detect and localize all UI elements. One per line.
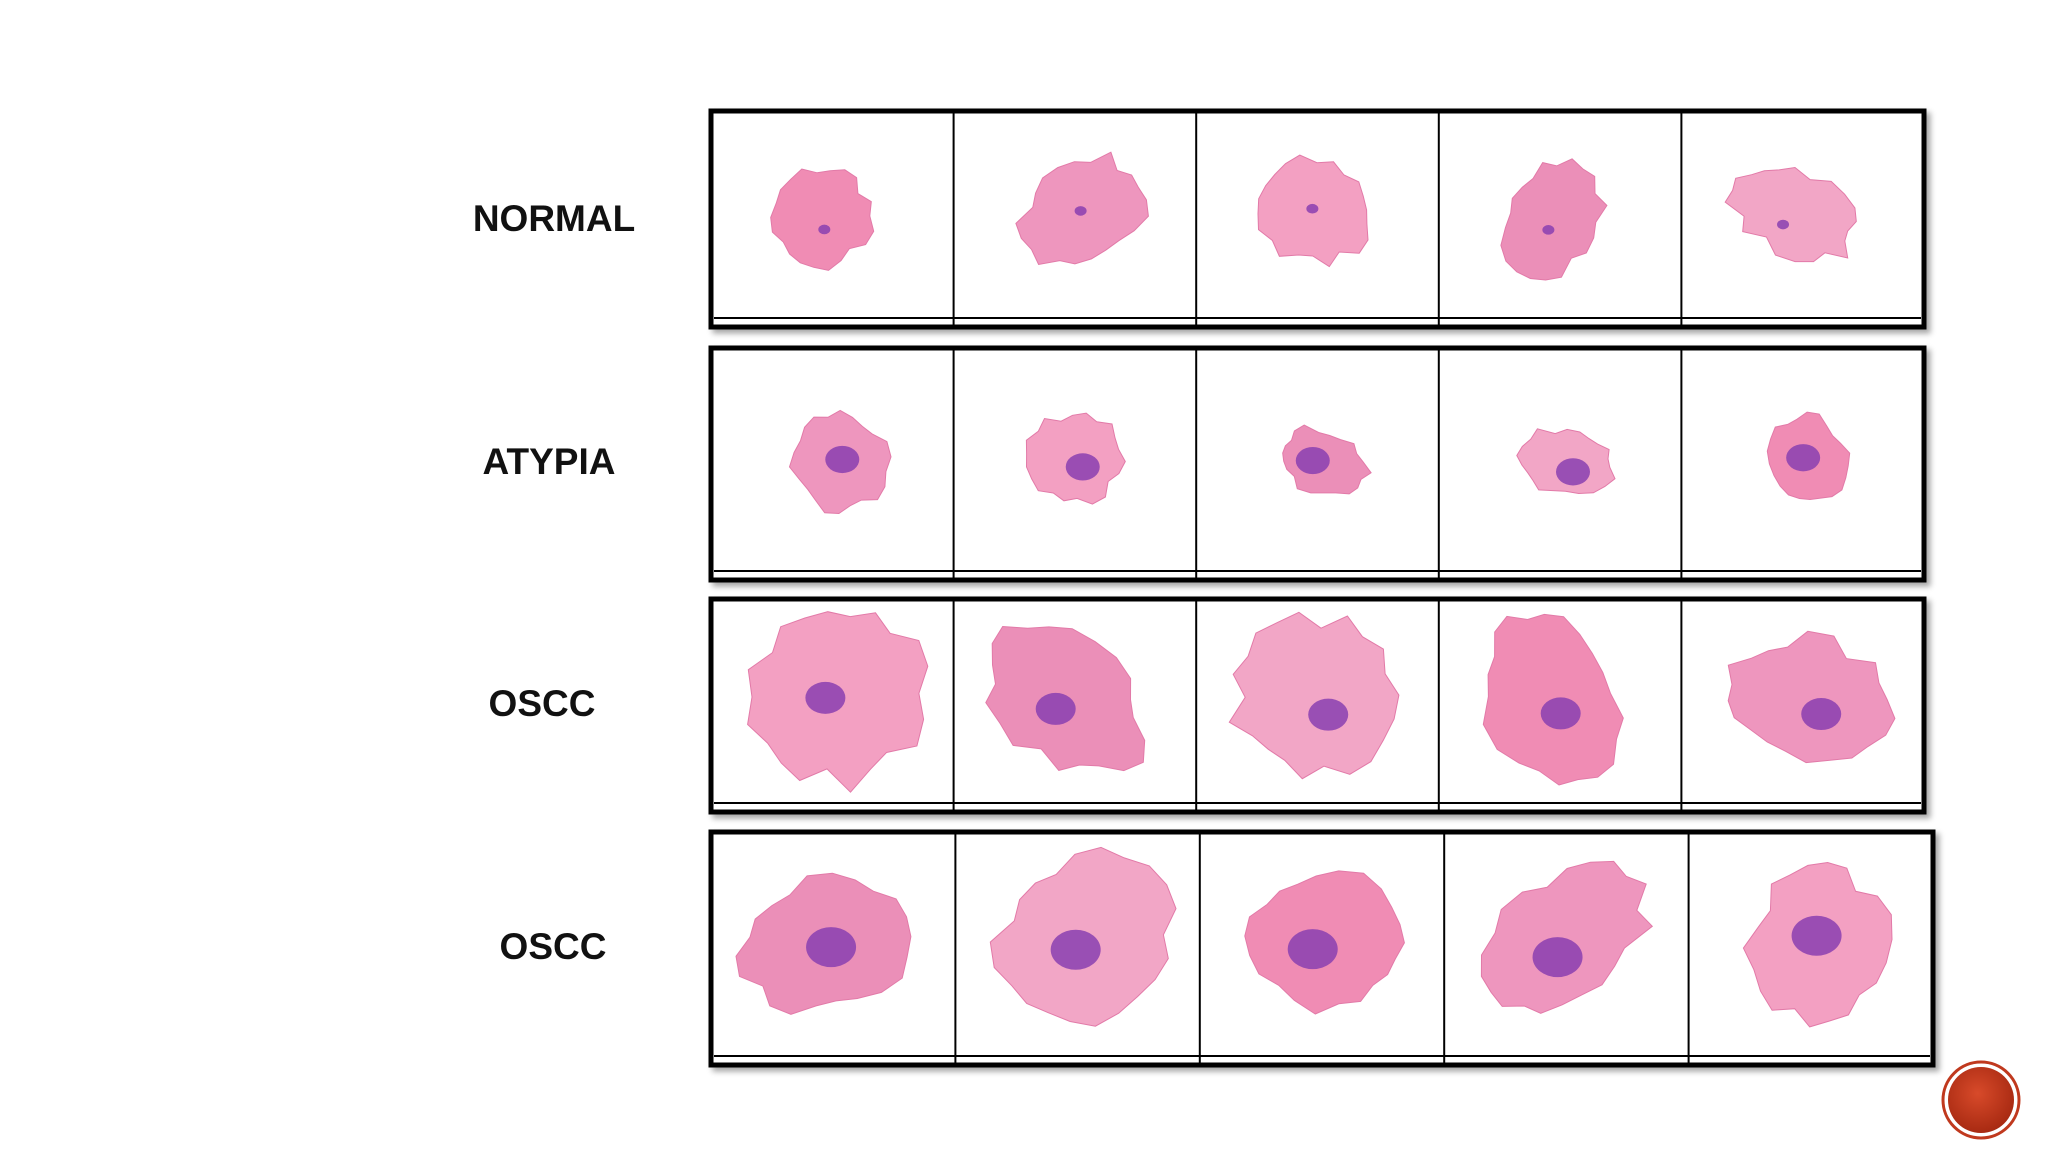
cell-nucleus: [825, 445, 860, 474]
cell-nucleus: [1542, 225, 1555, 235]
cell-grid: NORMAL ATYPIA OSCC OSCC: [473, 108, 1936, 1068]
cell-nucleus: [1306, 203, 1319, 214]
cell-cytoplasm: [1500, 158, 1608, 281]
nav-button[interactable]: [1941, 1060, 2021, 1140]
row-label: ATYPIA: [483, 441, 616, 482]
cell-nucleus: [1035, 692, 1076, 725]
image-strip: [708, 596, 1927, 815]
cell-nucleus: [1555, 458, 1590, 486]
row-label: OSCC: [500, 926, 607, 967]
cell-nucleus: [1287, 929, 1338, 970]
row-label: NORMAL: [473, 198, 635, 239]
cell-nucleus: [1791, 915, 1842, 956]
cell-nucleus: [1065, 453, 1100, 481]
cell-cytoplasm: [1724, 166, 1857, 263]
cell-cytoplasm: [1480, 860, 1654, 1014]
image-strip: [708, 829, 1936, 1068]
cell-nucleus: [1532, 937, 1583, 978]
cell-nucleus: [806, 927, 857, 968]
cell-cytoplasm: [1727, 630, 1896, 764]
cell-nucleus: [1308, 698, 1349, 731]
cell-cytoplasm: [1228, 611, 1400, 780]
cell-nucleus: [1777, 219, 1790, 230]
cell-nucleus: [1295, 446, 1330, 475]
cell-cytoplasm: [770, 168, 875, 271]
cell-nucleus: [1786, 444, 1821, 472]
cell-nucleus: [1074, 206, 1087, 216]
row-label: OSCC: [489, 683, 596, 724]
image-strip: [708, 108, 1927, 330]
cell-nucleus: [1801, 698, 1842, 731]
cell-nucleus: [1050, 929, 1101, 970]
cell-nucleus: [818, 224, 831, 235]
image-strip: [708, 345, 1927, 583]
cell-nucleus: [805, 681, 846, 714]
cell-nucleus: [1540, 697, 1581, 730]
